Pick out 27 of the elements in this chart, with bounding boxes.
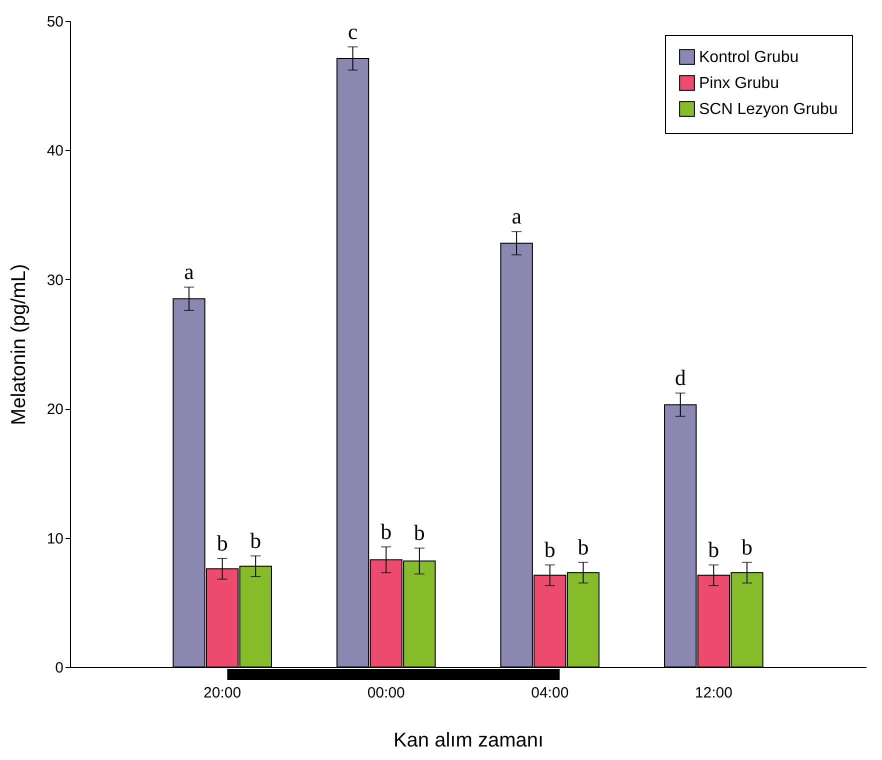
y-tick-label: 0 <box>55 660 64 676</box>
data-label: d <box>674 365 686 390</box>
y-tick-label: 10 <box>46 530 64 548</box>
x-tick-label: 00:00 <box>367 684 405 702</box>
data-label: b <box>380 518 392 544</box>
x-axis-title: Kan alım zamanı <box>393 730 544 752</box>
data-label: b <box>250 528 262 553</box>
y-tick-label: 50 <box>46 14 64 30</box>
data-label: b <box>544 536 556 562</box>
data-label: a <box>512 204 522 229</box>
data-label: c <box>348 18 358 44</box>
data-label: a <box>184 259 194 284</box>
data-label: b <box>741 534 752 560</box>
data-label: b <box>578 534 589 560</box>
x-tick-label: 20:00 <box>204 684 242 702</box>
legend-label: Pinx Grubu <box>699 75 780 92</box>
data-label: b <box>414 520 425 546</box>
x-tick-label: 12:00 <box>694 684 732 702</box>
legend-label: SCN Lezyon Grubu <box>699 101 838 118</box>
y-axis-title: Melatonin (pg/mL) <box>8 264 30 426</box>
x-tick-label: 04:00 <box>531 684 569 702</box>
y-tick-label: 20 <box>46 401 64 418</box>
legend-label: Kontrol Grubu <box>699 49 799 66</box>
data-label: b <box>216 530 228 556</box>
data-label: b <box>708 536 720 562</box>
y-tick-label: 30 <box>46 272 64 289</box>
y-tick-label: 40 <box>46 142 64 160</box>
